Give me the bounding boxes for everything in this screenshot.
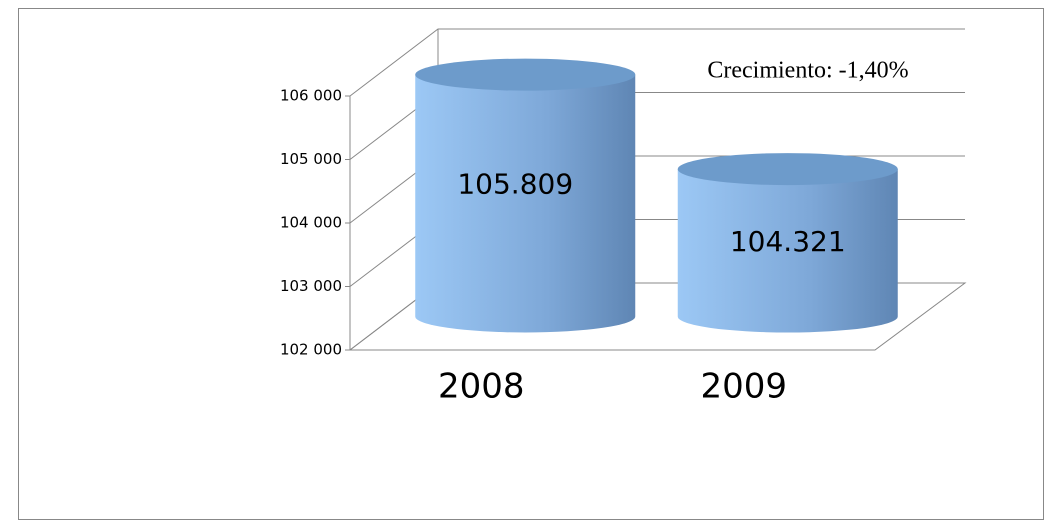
- y-tick-label: 102 000: [280, 341, 342, 359]
- y-tick-label: 104 000: [280, 214, 342, 232]
- cylinder: [677, 153, 898, 333]
- x-tick-label: 2009: [700, 367, 787, 407]
- cylinder-body: [415, 74, 636, 333]
- cylinder-top: [677, 153, 898, 186]
- y-tick-label: 106 000: [280, 87, 342, 105]
- cylinder: [415, 58, 636, 333]
- x-tick-label: 2008: [438, 367, 525, 407]
- cylinder-body: [677, 169, 898, 333]
- cylinder-top: [415, 58, 636, 91]
- annotation: Crecimiento: -1,40%: [707, 58, 908, 84]
- y-tick-label: 105 000: [280, 150, 342, 168]
- data-label: 104.321: [730, 225, 846, 258]
- y-tick-label: 103 000: [280, 277, 342, 295]
- data-label: 105.809: [457, 168, 573, 201]
- grid-line: [349, 28, 965, 97]
